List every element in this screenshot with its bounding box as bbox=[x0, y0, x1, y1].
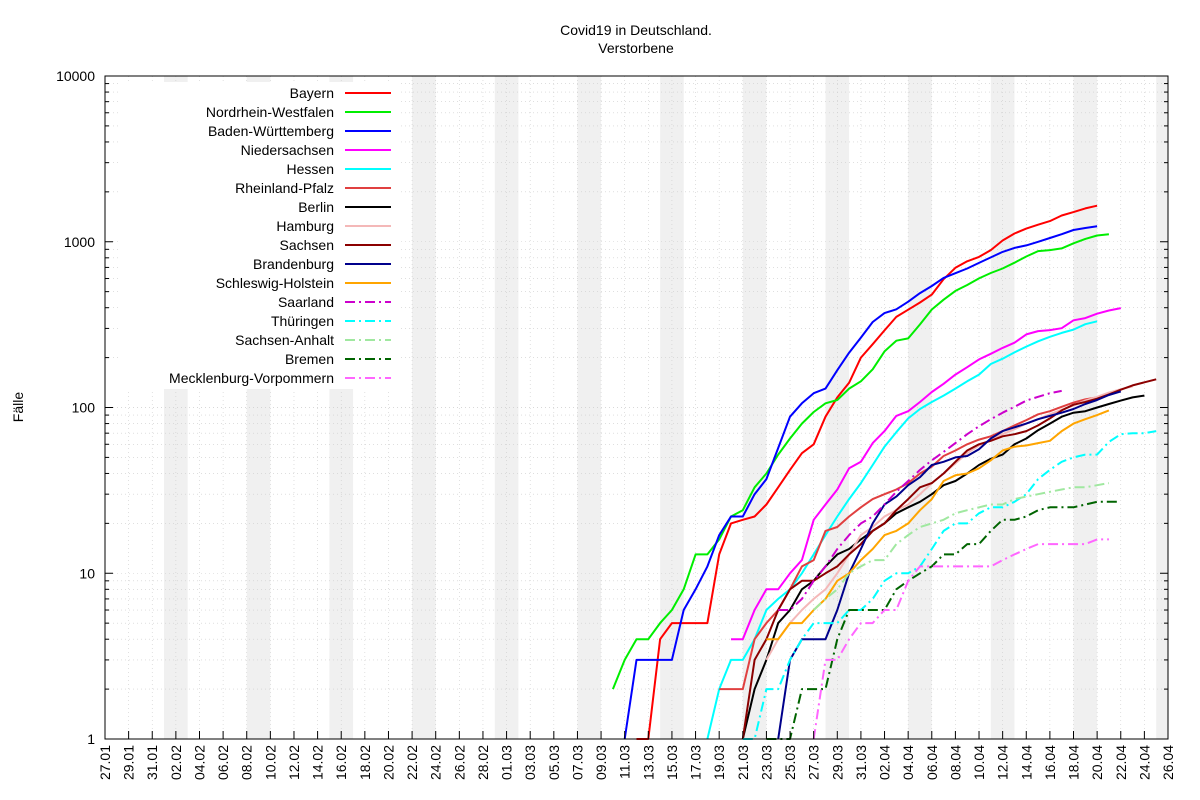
x-tick-label: 11.03 bbox=[617, 745, 633, 779]
x-tick-label: 26.02 bbox=[451, 745, 467, 780]
legend-label: Sachsen bbox=[280, 237, 334, 253]
legend-label: Niedersachsen bbox=[241, 142, 334, 158]
series-line bbox=[777, 390, 1122, 740]
series-line bbox=[636, 204, 1098, 740]
y-axis: 1 10 100 1000 10000 bbox=[56, 68, 1168, 747]
y-tick-label: 1000 bbox=[64, 234, 95, 250]
x-tick-label: 24.04 bbox=[1136, 745, 1152, 780]
x-tick-label: 08.04 bbox=[947, 745, 963, 780]
y-tick-label: 100 bbox=[72, 400, 96, 416]
x-axis: 27.01 29.01 31.01 02.02 04.02 06.02 08.02 10.02… bbox=[97, 731, 1176, 780]
series-line bbox=[741, 394, 1145, 740]
x-tick-label: 04.04 bbox=[900, 745, 916, 780]
x-tick-label: 16.04 bbox=[1042, 745, 1058, 780]
x-tick-label: 09.03 bbox=[593, 745, 609, 780]
series-line bbox=[741, 378, 1157, 740]
x-tick-label: 31.01 bbox=[144, 745, 160, 780]
series-line bbox=[778, 389, 1062, 611]
legend-label: Hessen bbox=[287, 161, 334, 177]
weekend-band bbox=[412, 76, 436, 739]
x-tick-label: 16.02 bbox=[333, 745, 349, 780]
legend-label: Berlin bbox=[298, 199, 334, 215]
weekend-band bbox=[990, 76, 1015, 739]
grid bbox=[105, 76, 1168, 739]
x-tick-label: 23.03 bbox=[758, 745, 774, 780]
x-tick-label: 19.03 bbox=[711, 745, 727, 780]
x-tick-label: 08.02 bbox=[239, 745, 255, 780]
x-tick-label: 12.04 bbox=[995, 745, 1011, 780]
legend-label: Bremen bbox=[285, 351, 334, 367]
legend-label: Thüringen bbox=[271, 313, 334, 329]
x-tick-label: 22.04 bbox=[1113, 745, 1129, 780]
x-tick-label: 18.02 bbox=[357, 745, 373, 780]
x-tick-label: 10.02 bbox=[262, 745, 278, 780]
x-tick-label: 27.03 bbox=[806, 745, 822, 780]
x-tick-label: 02.04 bbox=[877, 745, 893, 780]
x-tick-label: 13.03 bbox=[640, 745, 656, 780]
series-line bbox=[766, 500, 1121, 740]
y-axis-label: Fälle bbox=[10, 392, 26, 423]
chart-title: Covid19 in Deutschland. bbox=[560, 22, 712, 38]
series-line bbox=[812, 538, 1109, 740]
x-tick-label: 24.02 bbox=[428, 745, 444, 780]
legend-label: Rheinland-Pfalz bbox=[235, 180, 334, 196]
x-tick-label: 25.03 bbox=[782, 745, 798, 780]
series-line bbox=[731, 307, 1121, 641]
y-tick-label: 1 bbox=[87, 731, 95, 747]
x-tick-label: 01.03 bbox=[499, 745, 515, 780]
x-tick-label: 06.02 bbox=[215, 745, 231, 780]
legend-label: Mecklenburg-Vorpommern bbox=[169, 370, 334, 386]
x-tick-label: 14.04 bbox=[1018, 745, 1034, 780]
x-tick-label: 07.03 bbox=[569, 745, 585, 780]
series-line bbox=[623, 225, 1098, 740]
weekend-band bbox=[660, 76, 684, 739]
weekend-band bbox=[742, 76, 767, 739]
x-tick-label: 04.02 bbox=[191, 745, 207, 780]
legend-label: Saarland bbox=[278, 294, 334, 310]
legend-label: Hamburg bbox=[276, 218, 334, 234]
legend: Bayern Nordrhein-Westfalen Baden-Württembe… bbox=[169, 85, 391, 386]
legend-label: Brandenburg bbox=[253, 256, 334, 272]
legend-label: Schleswig-Holstein bbox=[216, 275, 334, 291]
series-layer bbox=[611, 204, 1157, 740]
x-tick-label: 02.02 bbox=[168, 745, 184, 780]
weekend-band bbox=[494, 76, 519, 739]
x-tick-label: 14.02 bbox=[310, 745, 326, 780]
y-tick-label: 10000 bbox=[56, 68, 95, 84]
x-tick-label: 26.04 bbox=[1160, 745, 1176, 780]
x-tick-label: 18.04 bbox=[1066, 745, 1082, 780]
x-tick-label: 15.03 bbox=[664, 745, 680, 780]
x-tick-label: 21.03 bbox=[735, 745, 751, 780]
x-tick-label: 06.04 bbox=[924, 745, 940, 780]
series-line bbox=[611, 233, 1110, 690]
x-tick-label: 31.03 bbox=[853, 745, 869, 780]
legend-label: Nordrhein-Westfalen bbox=[206, 104, 334, 120]
legend-label: Bayern bbox=[290, 85, 334, 101]
x-tick-label: 22.02 bbox=[404, 745, 420, 780]
series-line bbox=[742, 430, 1157, 740]
x-tick-label: 10.04 bbox=[971, 745, 987, 780]
series-line bbox=[813, 482, 1110, 611]
legend-background bbox=[120, 82, 400, 389]
x-tick-label: 05.03 bbox=[546, 745, 562, 780]
x-tick-label: 20.02 bbox=[380, 745, 396, 780]
x-tick-label: 03.03 bbox=[522, 745, 538, 780]
chart-subtitle: Verstorbene bbox=[598, 40, 674, 56]
series-line bbox=[766, 409, 1110, 641]
x-tick-label: 12.02 bbox=[286, 745, 302, 780]
series-line bbox=[706, 320, 1098, 740]
x-tick-label: 27.01 bbox=[97, 745, 113, 780]
x-tick-label: 28.02 bbox=[475, 745, 491, 780]
x-tick-label: 20.04 bbox=[1089, 745, 1105, 780]
legend-label: Sachsen-Anhalt bbox=[235, 332, 334, 348]
x-tick-label: 17.03 bbox=[688, 745, 704, 780]
legend-label: Baden-Württemberg bbox=[208, 123, 334, 139]
x-tick-label: 29.03 bbox=[829, 745, 845, 780]
y-tick-label: 10 bbox=[79, 565, 95, 581]
x-tick-label: 29.01 bbox=[121, 745, 137, 780]
